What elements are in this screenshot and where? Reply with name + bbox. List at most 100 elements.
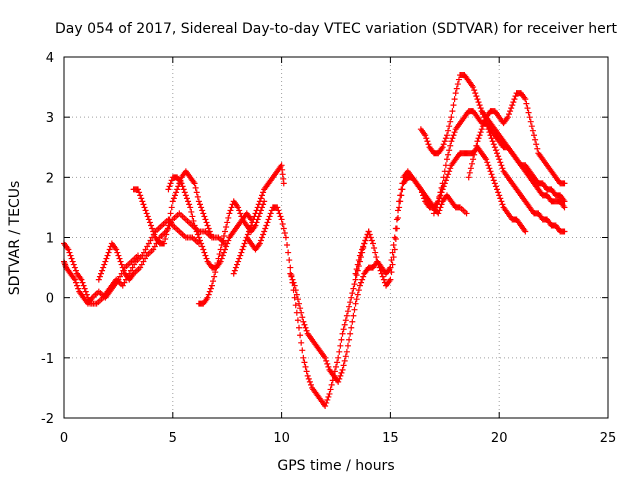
data-point xyxy=(218,242,225,249)
data-point xyxy=(220,232,227,239)
data-point xyxy=(504,114,511,121)
data-point xyxy=(199,207,206,214)
data-point xyxy=(256,198,263,205)
data-point xyxy=(232,264,239,271)
data-point xyxy=(343,312,350,319)
data-point xyxy=(185,198,192,205)
data-point xyxy=(505,111,512,118)
data-point xyxy=(179,183,186,190)
data-point xyxy=(388,257,395,264)
data-point xyxy=(187,204,194,211)
data-point xyxy=(140,201,147,208)
data-point xyxy=(395,207,402,214)
y-tick-label: -2 xyxy=(41,412,54,427)
data-point xyxy=(260,189,267,196)
data-point xyxy=(323,399,330,406)
data-point xyxy=(497,159,504,166)
data-point xyxy=(149,225,156,232)
data-point xyxy=(418,189,425,196)
data-point xyxy=(292,287,299,294)
data-point xyxy=(173,189,180,196)
data-point xyxy=(477,129,484,136)
data-point xyxy=(442,162,449,169)
data-point xyxy=(261,228,268,235)
data-point xyxy=(527,118,534,125)
data-point xyxy=(337,372,344,379)
data-point xyxy=(204,294,211,301)
data-point xyxy=(195,234,202,241)
data-point xyxy=(455,76,462,83)
data-point xyxy=(216,251,223,258)
data-point xyxy=(490,141,497,148)
data-point xyxy=(525,109,532,116)
data-point xyxy=(478,126,485,133)
data-point xyxy=(284,242,291,249)
data-point xyxy=(280,225,287,232)
data-point xyxy=(337,342,344,349)
data-point xyxy=(81,285,88,292)
data-point xyxy=(349,290,356,297)
data-point xyxy=(353,296,360,303)
data-point xyxy=(447,165,454,172)
data-point xyxy=(435,198,442,205)
data-point xyxy=(299,347,306,354)
series-prn-track-10 xyxy=(352,174,470,289)
data-point xyxy=(275,207,282,214)
data-point xyxy=(247,225,254,232)
data-point xyxy=(374,258,381,265)
data-point xyxy=(237,252,244,259)
data-point xyxy=(134,186,141,193)
data-point xyxy=(233,261,240,268)
data-point xyxy=(163,228,170,235)
data-point xyxy=(223,223,230,230)
data-point xyxy=(226,210,233,217)
data-point xyxy=(484,159,491,166)
data-point xyxy=(453,85,460,92)
data-point xyxy=(274,204,281,211)
data-point xyxy=(231,267,238,274)
data-point xyxy=(161,240,168,247)
data-point xyxy=(192,184,199,191)
data-point xyxy=(334,359,341,366)
data-point xyxy=(373,254,380,261)
data-point xyxy=(389,249,396,256)
data-point xyxy=(277,213,284,220)
data-point xyxy=(99,267,106,274)
data-point xyxy=(533,141,540,148)
x-tick-label: 10 xyxy=(273,431,290,446)
data-point xyxy=(302,363,309,370)
data-point xyxy=(138,195,145,202)
data-point xyxy=(333,363,339,370)
data-point xyxy=(151,231,158,238)
data-point xyxy=(531,132,538,139)
data-point xyxy=(119,282,126,289)
data-point xyxy=(168,204,175,211)
data-point xyxy=(148,222,155,229)
data-point xyxy=(439,180,446,187)
data-point xyxy=(238,249,245,256)
data-point xyxy=(446,147,453,154)
data-point xyxy=(121,279,128,286)
data-point xyxy=(354,291,361,298)
grid-layer xyxy=(64,57,608,418)
data-point xyxy=(137,192,144,199)
data-point xyxy=(430,210,437,217)
data-point xyxy=(131,261,138,268)
data-point xyxy=(100,264,107,271)
data-point xyxy=(498,162,505,169)
data-point xyxy=(465,174,472,181)
data-point xyxy=(138,261,145,268)
data-point xyxy=(140,258,147,265)
data-point xyxy=(294,317,301,324)
data-point xyxy=(496,156,503,163)
data-point xyxy=(387,276,394,283)
data-point xyxy=(305,375,312,382)
data-point xyxy=(352,300,359,307)
data-point xyxy=(391,234,398,241)
data-point xyxy=(289,276,296,283)
data-point xyxy=(441,168,448,175)
data-point xyxy=(214,260,221,267)
data-point xyxy=(338,336,345,343)
data-point xyxy=(497,195,504,202)
data-point xyxy=(399,180,406,187)
